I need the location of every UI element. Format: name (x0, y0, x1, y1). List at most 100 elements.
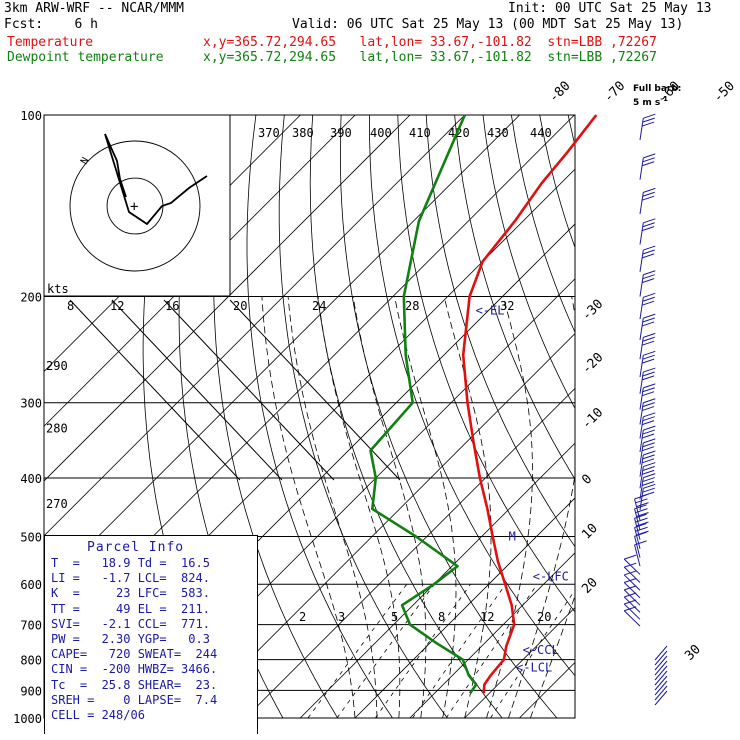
wind-barb-feather (641, 358, 655, 364)
parcel-level-marker: <-LCL (516, 660, 552, 674)
temperature-location-info: x,y=365.72,294.65 lat,lon= 33.67,-101.82… (203, 35, 657, 50)
wind-barb-feather (635, 498, 648, 504)
wind-barb-feather (643, 462, 656, 468)
wind-barb-feather (641, 253, 655, 259)
wind-barb-staff (654, 655, 668, 671)
pressure-tick-label: 800 (20, 654, 42, 668)
moist-adiabat-line (317, 296, 401, 718)
dry-adiabat-line (454, 115, 575, 480)
wind-barb-staff (639, 157, 644, 180)
dry-adiabat-line (653, 115, 740, 718)
theta-label: 420 (448, 126, 470, 140)
isotherm-line (44, 115, 520, 592)
pressure-tick-label: 600 (20, 578, 42, 592)
wind-barb-feather (624, 578, 637, 583)
mixing-ratio-label: 8 (438, 610, 445, 624)
hodograph-speed-label: 24 (312, 299, 326, 313)
wind-barb-feather (642, 454, 655, 460)
theta-label: 270 (46, 497, 68, 511)
hodograph-center-mark: + (130, 199, 138, 215)
mixing-ratio-label: 12 (480, 610, 494, 624)
wind-barb-feather (643, 245, 656, 251)
dry-adiabat-line (425, 115, 575, 548)
isotherm-line (44, 115, 466, 537)
wind-barb-feather (641, 195, 655, 201)
wind-barb-feather (642, 336, 655, 342)
dry-adiabat-line (246, 115, 393, 718)
pressure-tick-label: 400 (20, 472, 42, 486)
isotherm-line (190, 333, 575, 718)
mixing-ratio-line (375, 583, 471, 718)
dry-adiabat-line (682, 115, 740, 718)
wind-barb-feather (643, 153, 656, 159)
isotherm-label: 0 (579, 472, 595, 488)
parcel-level-marker: <-EL (476, 304, 505, 318)
wind-barb-staff (654, 690, 668, 706)
dry-adiabat-line (213, 115, 339, 718)
wind-barb-feather (641, 375, 655, 381)
theta-label: 440 (530, 126, 552, 140)
pressure-tick-label: 1000 (13, 712, 42, 726)
wind-barb-staff (623, 589, 641, 606)
pressure-tick-label: 100 (20, 109, 42, 123)
wind-barb-feather (636, 521, 649, 527)
valid-time: Valid: 06 UTC Sat 25 May 13 (00 MDT Sat … (292, 17, 684, 32)
barb-legend-unit-exponent: -1 (660, 95, 669, 103)
parcel-level-marker: <-CCL (523, 643, 559, 657)
mixing-ratio-line (307, 583, 408, 718)
theta-label: 290 (46, 359, 68, 373)
wind-barb-feather (643, 438, 656, 444)
wind-barb-staff (623, 610, 641, 627)
parcel-info-row: SREH = 0 LAPSE= 7.4 (51, 692, 218, 707)
isotherm-label: 10 (579, 521, 601, 543)
wind-barb-feather (642, 249, 655, 255)
wind-barb-feather (642, 387, 655, 393)
wind-barb-feather (641, 340, 655, 346)
moist-adiabat-line (508, 296, 575, 718)
isotherm-line (245, 387, 575, 718)
wind-barb-feather (641, 481, 655, 486)
wind-barb-feather (642, 477, 655, 483)
moist-adiabat-line (443, 296, 492, 718)
wind-barb-feather (635, 526, 648, 532)
wind-barb-feather (635, 508, 648, 514)
hodograph-speed-tick (229, 299, 401, 481)
parcel-info-row: TT = 49 EL = 211. (51, 601, 210, 616)
wind-barb-feather (624, 585, 637, 591)
wind-barb-feather (641, 446, 655, 452)
wind-barb-feather (642, 416, 655, 422)
parcel-level-marker: M (509, 529, 516, 543)
wind-barb-feather (643, 350, 656, 356)
wind-barb-staff (623, 574, 641, 591)
isotherm-label: -20 (579, 350, 606, 377)
isotherm-label: -80 (546, 79, 573, 106)
wind-barb-feather (634, 522, 647, 528)
wind-barb-feather (641, 469, 655, 475)
wind-barb-feather (624, 570, 637, 576)
wind-barb-feather (624, 599, 637, 605)
wind-barb-feather (624, 562, 637, 568)
wind-barb-feather (643, 367, 656, 373)
hodograph-speed-label: 20 (233, 299, 247, 313)
hodograph-north-label: N (79, 156, 92, 167)
pressure-tick-label: 300 (20, 397, 42, 411)
theta-label: 380 (292, 126, 314, 140)
theta-label: 430 (487, 126, 509, 140)
wind-barb-feather (642, 371, 655, 377)
wind-barb-feather (642, 117, 655, 123)
pressure-tick-label: 500 (20, 530, 42, 544)
wind-barb-feather (643, 398, 656, 404)
hodograph-speed-label: 8 (67, 299, 74, 313)
wind-barb-feather (642, 317, 655, 323)
theta-label: 400 (370, 126, 392, 140)
parcel-info-row: LI = -1.7 LCL= 824. (51, 571, 210, 586)
parcel-info-row: CAPE= 720 SWEAT= 244 (51, 647, 218, 662)
pressure-tick-label: 900 (20, 684, 42, 698)
mixing-ratio-line (445, 583, 538, 718)
temperature-profile (461, 114, 598, 694)
hodograph-speed-tick (163, 299, 335, 481)
parcel-info-row: CIN = -200 HWBZ= 3466. (51, 662, 218, 677)
mixing-ratio-label: 5 (391, 610, 398, 624)
isotherm-label: 20 (579, 575, 601, 597)
wind-barb-feather (643, 332, 656, 338)
